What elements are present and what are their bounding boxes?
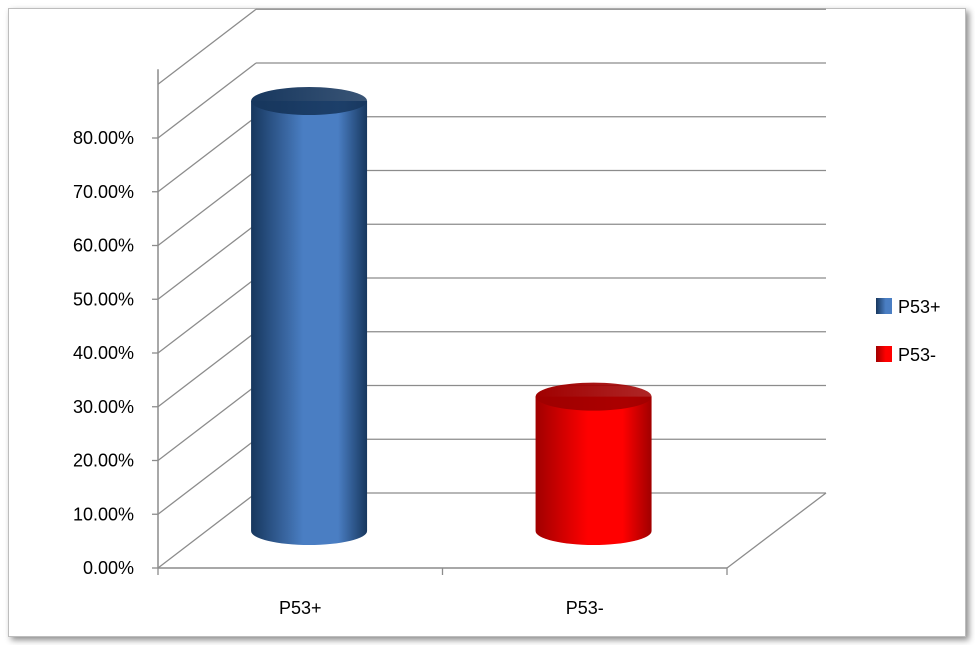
y-tick-label: 70.00% [73, 182, 134, 202]
bar-body [535, 396, 652, 545]
side-gridline [157, 277, 257, 354]
y-tick-label: 30.00% [73, 397, 134, 417]
bar-top [251, 87, 368, 115]
legend: P53+ P53- [876, 297, 941, 365]
bars [251, 87, 652, 545]
legend-item: P53- [876, 345, 936, 365]
legend-swatch [876, 346, 892, 362]
side-gridline [157, 169, 257, 247]
y-tick-label: 50.00% [73, 289, 134, 309]
legend-swatch [876, 298, 892, 314]
y-tick-label: 80.00% [73, 128, 134, 148]
chart-frame [8, 8, 966, 637]
y-tick-label: 10.00% [73, 504, 134, 524]
side-gridline [157, 62, 257, 139]
chart-walls [726, 492, 827, 569]
y-tick-label: 40.00% [73, 343, 134, 363]
side-gridline [157, 492, 257, 569]
side-gridline [157, 8, 257, 85]
x-axis-ticks: P53+ P53- [157, 568, 728, 618]
y-axis-ticks: 0.00% 10.00% 20.00% 30.00% 40.00% 50.00% 60.00… [73, 128, 158, 578]
x-tick-label: P53- [566, 598, 604, 618]
y-tick-label: 0.00% [83, 558, 134, 578]
legend-label: P53- [898, 345, 936, 365]
side-gridline [157, 116, 257, 193]
side-gridline [157, 438, 257, 515]
bar-top [535, 382, 652, 411]
x-tick-label: P53+ [279, 598, 322, 618]
bar-P53- [535, 382, 652, 545]
bar-body [251, 101, 368, 545]
floor-edge [726, 492, 827, 569]
legend-item: P53+ [876, 297, 941, 317]
side-gridline [157, 223, 257, 300]
y-tick-label: 20.00% [73, 451, 134, 471]
legend-label: P53+ [898, 297, 941, 317]
y-tick-label: 60.00% [73, 236, 134, 256]
bar-P53+ [251, 87, 368, 545]
side-gridline [157, 331, 257, 408]
side-gridline [157, 384, 257, 462]
